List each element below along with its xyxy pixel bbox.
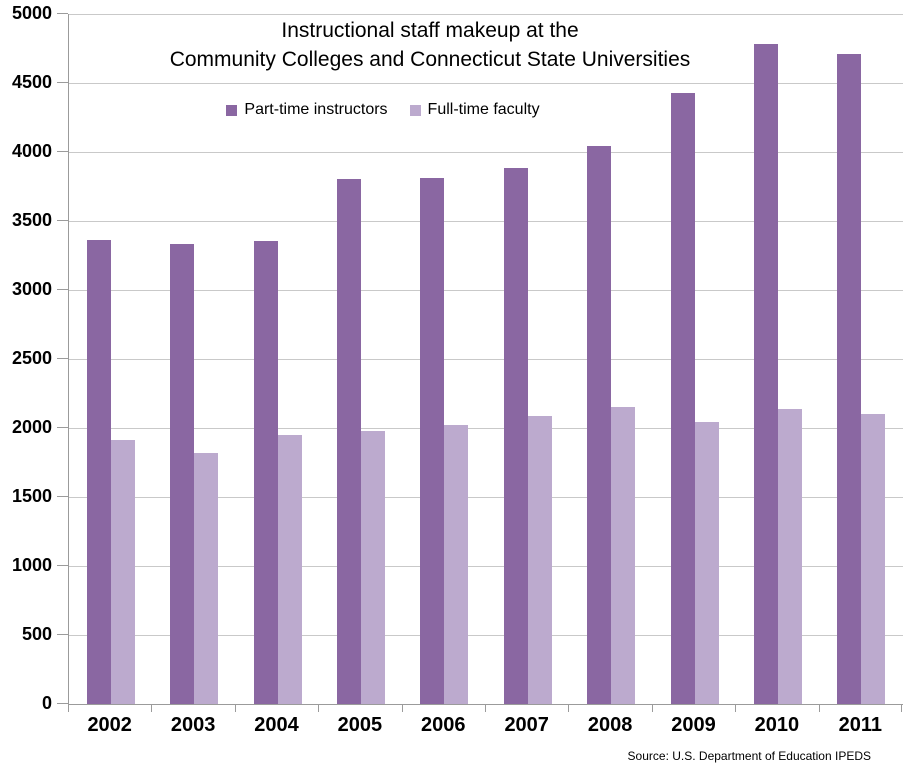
bar-2007-part-time <box>503 167 528 704</box>
bar-2011-part-time <box>837 54 862 704</box>
legend-label-full-time: Full-time faculty <box>427 101 540 118</box>
legend-entry-part-time: Part-time instructors <box>226 101 388 118</box>
x-tick-label-2007: 2007 <box>504 714 549 736</box>
bar-2002-part-time <box>86 240 111 704</box>
x-tick-label-2011: 2011 <box>838 714 882 736</box>
bar-2010-part-time <box>753 44 778 704</box>
y-tick-label-3000: 3000 <box>11 279 52 299</box>
x-tick-6 <box>568 705 569 712</box>
y-tick-4000 <box>57 151 68 152</box>
gridline-1000 <box>69 566 903 567</box>
bar-2009-full-time <box>694 421 719 704</box>
legend-swatch-part-time-icon <box>226 104 238 116</box>
gridline-4500 <box>69 83 903 84</box>
gridline-1500 <box>69 497 903 498</box>
bar-groups <box>69 14 903 704</box>
x-tick-label-2010: 2010 <box>754 714 800 736</box>
bar-group-2004 <box>236 14 319 704</box>
y-tick-5000 <box>57 13 68 14</box>
bar-2011-full-time <box>861 414 886 704</box>
y-tick-500 <box>57 634 68 635</box>
bar-group-2006 <box>403 14 486 704</box>
bar-2004-part-time <box>253 241 278 704</box>
y-tick-2000 <box>57 427 68 428</box>
gridline-2000 <box>69 428 903 429</box>
y-tick-3000 <box>57 289 68 290</box>
x-tick-label-2002: 2002 <box>87 714 132 736</box>
y-tick-label-4500: 4500 <box>11 72 52 92</box>
x-tick-3 <box>318 705 319 712</box>
bar-group-2011 <box>820 14 903 704</box>
bar-2008-full-time <box>611 406 636 704</box>
y-tick-label-1000: 1000 <box>11 555 52 575</box>
x-tick-label-2006: 2006 <box>421 714 466 736</box>
bar-group-2007 <box>486 14 569 704</box>
y-tick-label-0: 0 <box>41 693 52 713</box>
legend: Part-time instructors Full-time faculty <box>0 102 766 118</box>
x-tick-label-2005: 2005 <box>337 714 383 736</box>
y-tick-label-4000: 4000 <box>11 141 52 161</box>
x-tick-5 <box>485 705 486 712</box>
gridline-4000 <box>69 152 903 153</box>
bar-2007-full-time <box>527 415 552 704</box>
bar-group-2002 <box>69 14 152 704</box>
gridline-500 <box>69 635 903 636</box>
x-tick-8 <box>735 705 736 712</box>
bar-2002-full-time <box>110 440 135 704</box>
bar-2009-part-time <box>670 92 695 704</box>
y-tick-label-3500: 3500 <box>11 210 52 230</box>
bar-2008-part-time <box>587 146 612 704</box>
legend-swatch-full-time-icon <box>409 104 421 116</box>
chart-title-line-2: Community Colleges and Connecticut State… <box>169 48 691 71</box>
x-tick-label-2009: 2009 <box>671 714 716 736</box>
source-note: Source: U.S. Department of Education IPE… <box>627 749 871 763</box>
x-tick-label-2003: 2003 <box>170 714 216 736</box>
x-tick-label-2004: 2004 <box>254 714 299 736</box>
bar-group-2009 <box>653 14 736 704</box>
x-tick-label-2008: 2008 <box>587 714 633 736</box>
bar-group-2008 <box>569 14 652 704</box>
x-tick-0 <box>68 705 69 712</box>
bar-group-2005 <box>319 14 402 704</box>
bar-2003-full-time <box>194 452 219 704</box>
x-tick-9 <box>819 705 820 712</box>
y-tick-2500 <box>57 358 68 359</box>
y-tick-3500 <box>57 220 68 221</box>
bar-group-2003 <box>152 14 235 704</box>
bar-2004-full-time <box>277 434 302 704</box>
y-tick-label-5000: 5000 <box>11 3 52 23</box>
x-tick-1 <box>151 705 152 712</box>
gridline-2500 <box>69 359 903 360</box>
y-tick-label-1500: 1500 <box>11 486 52 506</box>
chart-title-line-1: Instructional staff makeup at the <box>281 19 579 42</box>
y-tick-1500 <box>57 496 68 497</box>
bar-2010-full-time <box>777 408 802 704</box>
x-tick-10 <box>901 705 902 712</box>
y-tick-label-2000: 2000 <box>11 417 52 437</box>
gridline-3000 <box>69 290 903 291</box>
y-tick-label-2500: 2500 <box>11 348 52 368</box>
chart-title: Instructional staff makeup at the Commun… <box>30 16 830 74</box>
gridline-5000 <box>69 14 903 15</box>
bar-group-2010 <box>736 14 819 704</box>
y-axis: 0 500 1000 1500 2000 2500 3000 3500 4000 4500 5000 <box>0 4 68 712</box>
bar-2006-full-time <box>444 425 469 704</box>
y-tick-4500 <box>57 82 68 83</box>
x-tick-7 <box>652 705 653 712</box>
y-tick-0 <box>57 703 68 704</box>
bar-2005-full-time <box>360 431 385 704</box>
plot-area <box>68 14 903 705</box>
x-axis: 2002 2003 2004 2005 2006 2007 2008 2009 2010 2011 <box>68 705 902 745</box>
bar-2005-part-time <box>336 178 361 704</box>
x-tick-4 <box>402 705 403 712</box>
legend-entry-full-time: Full-time faculty <box>409 101 540 118</box>
bar-2006-part-time <box>420 177 445 704</box>
gridline-3500 <box>69 221 903 222</box>
legend-label-part-time: Part-time instructors <box>244 101 388 118</box>
bar-2003-part-time <box>170 244 195 704</box>
x-tick-2 <box>235 705 236 712</box>
y-tick-label-500: 500 <box>21 624 52 644</box>
y-tick-1000 <box>57 565 68 566</box>
